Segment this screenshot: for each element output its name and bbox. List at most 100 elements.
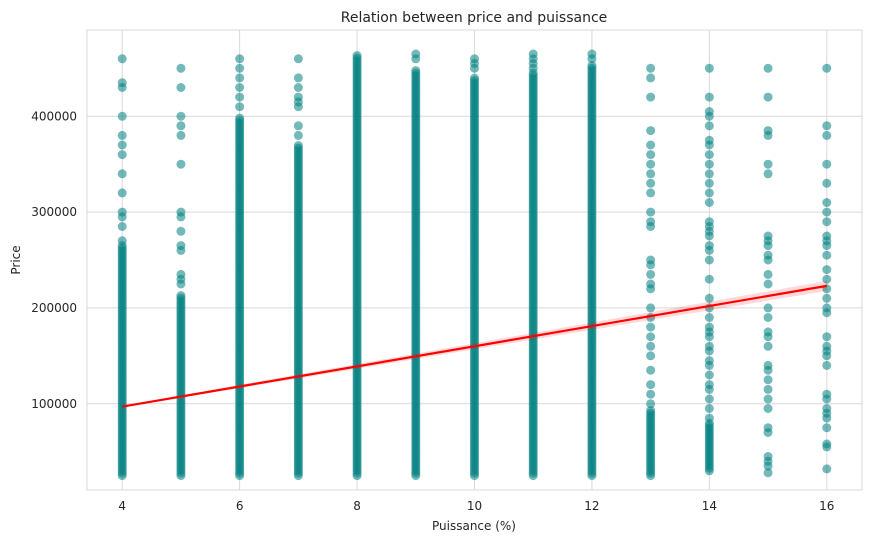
data-point — [763, 279, 773, 289]
data-point — [646, 255, 656, 265]
data-point — [704, 198, 714, 207]
data-point — [646, 279, 656, 289]
data-point — [293, 83, 303, 92]
y-axis-label: Price — [9, 245, 23, 274]
data-point — [587, 49, 597, 59]
data-point — [646, 159, 656, 169]
data-point — [704, 169, 714, 179]
plot-frame — [86, 29, 863, 491]
data-point — [763, 404, 773, 413]
x-tick-label: 10 — [467, 499, 482, 513]
data-point — [646, 365, 656, 375]
data-point — [646, 178, 656, 188]
data-point — [646, 207, 656, 217]
data-point — [704, 293, 714, 303]
x-tick-label: 8 — [353, 499, 361, 513]
data-point — [176, 63, 186, 73]
data-point — [117, 236, 127, 246]
data-point — [293, 73, 303, 83]
data-point — [822, 404, 832, 413]
data-point — [117, 140, 127, 150]
data-point — [763, 341, 773, 351]
data-point — [822, 423, 832, 433]
data-point — [763, 384, 773, 394]
plot-area — [86, 29, 863, 491]
y-tick-label: 400000 — [31, 109, 77, 123]
data-point — [293, 141, 303, 151]
data-point — [763, 360, 773, 370]
data-point — [704, 322, 714, 332]
data-point — [646, 399, 656, 409]
data-point — [822, 207, 832, 217]
data-point — [235, 73, 245, 83]
data-point — [470, 54, 479, 64]
x-tick-label: 16 — [819, 499, 834, 513]
data-point — [704, 188, 714, 198]
data-point — [646, 92, 656, 102]
data-point — [763, 92, 773, 102]
data-point — [176, 111, 186, 121]
data-point — [704, 107, 714, 116]
data-point — [646, 351, 656, 361]
data-point — [117, 150, 127, 160]
data-point — [763, 452, 773, 461]
data-point — [822, 439, 832, 449]
data-point — [704, 135, 714, 145]
data-point — [704, 404, 714, 413]
data-point — [763, 375, 773, 385]
data-point — [646, 322, 656, 332]
data-point — [763, 63, 773, 73]
data-point — [646, 169, 656, 179]
data-point — [822, 274, 832, 284]
data-point — [704, 380, 714, 390]
data-point — [704, 159, 714, 169]
data-point — [117, 207, 127, 217]
x-tick-labels: 4 6 8 10 12 14 16 — [118, 499, 834, 513]
data-point — [763, 303, 773, 313]
data-point — [235, 92, 245, 102]
data-point — [176, 291, 186, 301]
data-point — [704, 255, 714, 265]
data-point — [411, 66, 421, 76]
data-point — [176, 241, 186, 251]
data-point — [822, 217, 832, 227]
data-point — [470, 73, 479, 83]
data-point — [646, 217, 656, 227]
data-point — [646, 140, 656, 150]
data-point — [704, 63, 714, 73]
data-point — [763, 394, 773, 404]
data-point — [646, 332, 656, 342]
data-point — [763, 126, 773, 136]
data-point — [117, 78, 127, 88]
data-point — [646, 389, 656, 399]
data-point — [704, 121, 714, 131]
regression-line-group — [122, 280, 827, 408]
data-point — [176, 269, 186, 279]
data-point — [822, 332, 832, 342]
data-point — [176, 83, 186, 92]
data-point — [235, 54, 245, 64]
data-point — [822, 231, 832, 241]
data-point — [117, 169, 127, 179]
data-point — [763, 327, 773, 337]
data-point — [704, 341, 714, 351]
data-point — [822, 159, 832, 169]
data-point — [763, 468, 773, 478]
data-point — [822, 198, 832, 207]
data-point — [704, 241, 714, 251]
data-point — [293, 54, 303, 64]
data-point — [235, 113, 245, 123]
data-point — [704, 356, 714, 366]
plot-border — [86, 29, 863, 491]
data-point — [763, 313, 773, 322]
x-tick-label: 12 — [584, 499, 599, 513]
data-point — [763, 250, 773, 260]
data-point — [411, 49, 421, 59]
data-point — [763, 169, 773, 179]
data-point — [176, 121, 186, 131]
data-point — [235, 102, 245, 112]
data-point — [704, 274, 714, 284]
chart-title: Relation between price and puissance — [341, 10, 608, 26]
data-point — [117, 188, 127, 198]
